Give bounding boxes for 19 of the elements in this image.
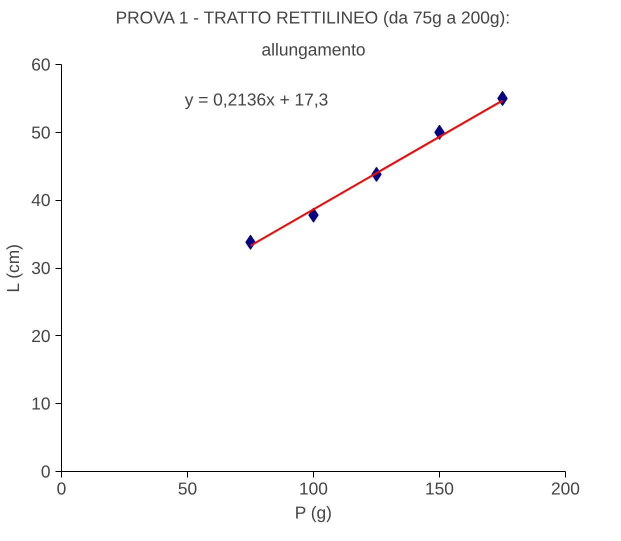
y-tick-label: 40: [31, 190, 51, 210]
chart-title: PROVA 1 - TRATTO RETTILINEO (da 75g a 200g):: [116, 8, 510, 28]
point: [308, 208, 319, 223]
x-tick-label: 100: [299, 478, 328, 498]
x-axis-title: P (g): [294, 502, 332, 522]
y-tick-label: 50: [31, 122, 51, 142]
x-tick-label: 150: [425, 478, 454, 498]
y-tick-label: 60: [31, 54, 51, 74]
y-tick-label: 0: [40, 462, 51, 482]
chart-subtitle: allungamento: [261, 40, 366, 60]
x-tick-label: 0: [56, 478, 66, 498]
x-tick-label: 50: [178, 478, 198, 498]
y-tick-label: 30: [31, 258, 51, 278]
y-axis-title: L (cm): [3, 244, 24, 293]
y-tick-label: 10: [31, 394, 51, 414]
y-tick-label: 20: [31, 326, 51, 346]
x-tick-label: 200: [551, 478, 580, 498]
annotation: y = 0,2136x + 17,3: [184, 90, 328, 110]
point: [497, 90, 508, 106]
